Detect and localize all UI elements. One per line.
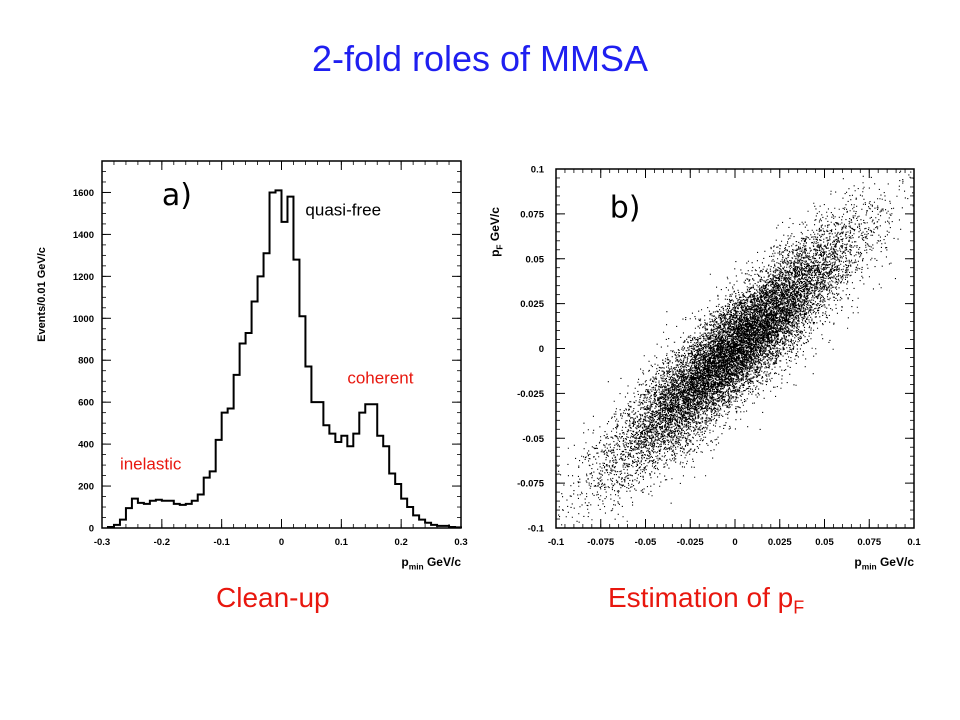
annotation-coherent: coherent xyxy=(347,368,413,387)
y-tick-label-a: 1600 xyxy=(73,188,94,199)
y-tick-label-b: -0.025 xyxy=(517,389,545,400)
y-tick-label-b: -0.05 xyxy=(522,434,544,445)
x-tick-label-b: 0.05 xyxy=(815,537,834,548)
y-tick-label-a: 600 xyxy=(78,398,94,409)
x-tick-label-a: 0.1 xyxy=(335,537,349,548)
scatter-panel: -0.1 -0.075 -0.05 -0.025 0 0.025 0.05 0.075 0.1 -… xyxy=(488,165,921,572)
page-title: 2-fold roles of MMSA xyxy=(311,38,649,79)
y-tick-label-a: 1200 xyxy=(73,272,94,283)
y-tick-label-b: 0.075 xyxy=(520,209,544,220)
x-tick-label-a: -0.3 xyxy=(94,537,110,548)
panel-label-a: a) xyxy=(162,178,192,213)
caption-estimation-sub: F xyxy=(793,597,805,618)
y-tick-label-b: 0 xyxy=(539,344,544,355)
y-tick-label-a: 0 xyxy=(89,524,94,535)
x-tick-label-a: 0.3 xyxy=(454,537,467,548)
x-axis-label-a: pmin GeV/c xyxy=(401,555,461,572)
x-tick-label-b: 0.1 xyxy=(907,537,921,548)
caption-estimation-main: Estimation of p xyxy=(608,582,794,613)
y-tick-label-a: 1000 xyxy=(73,314,94,325)
y-tick-label-a: 400 xyxy=(78,440,94,451)
y-tick-label-b: 0.025 xyxy=(520,299,544,310)
scatter-points xyxy=(557,170,914,526)
x-tick-label-b: -0.075 xyxy=(587,537,615,548)
panel-label-b: b) xyxy=(610,190,641,225)
x-tick-label-b: 0.025 xyxy=(768,537,792,548)
x-tick-label-b: -0.025 xyxy=(677,537,705,548)
y-tick-label-a: 1400 xyxy=(73,230,94,241)
x-tick-label-b: -0.1 xyxy=(548,537,565,548)
y-tick-label-b: -0.075 xyxy=(517,479,545,490)
annotation-inelastic: inelastic xyxy=(120,454,182,473)
x-tick-label-b: -0.05 xyxy=(635,537,657,548)
x-tick-label-a: 0 xyxy=(279,537,284,548)
x-axis-label-b: pmin GeV/c xyxy=(854,555,914,572)
x-tick-label-b: 0 xyxy=(732,537,737,548)
histogram-panel: -0.3 -0.2 -0.1 0 0.1 0.2 0.3 0 200 400 600 800 1000 1… xyxy=(36,160,468,572)
x-tick-label-a: 0.2 xyxy=(395,537,408,548)
x-tick-label-a: -0.1 xyxy=(213,537,230,548)
y-axis-label-a: Events/0.01 GeV/c xyxy=(36,247,48,342)
caption-estimation: Estimation of pF xyxy=(608,582,804,619)
histogram-line xyxy=(106,189,462,529)
annotation-quasi-free: quasi-free xyxy=(305,201,381,220)
y-tick-label-b: -0.1 xyxy=(528,524,545,535)
y-axis-label-b: pF GeV/c xyxy=(488,207,505,257)
y-tick-label-a: 800 xyxy=(78,356,94,367)
x-tick-label-a: -0.2 xyxy=(154,537,170,548)
y-tick-label-b: 0.1 xyxy=(531,165,545,176)
caption-clean-up: Clean-up xyxy=(216,582,330,613)
x-tick-label-b: 0.075 xyxy=(857,537,881,548)
y-tick-label-a: 200 xyxy=(78,482,94,493)
y-tick-label-b: 0.05 xyxy=(526,254,545,265)
